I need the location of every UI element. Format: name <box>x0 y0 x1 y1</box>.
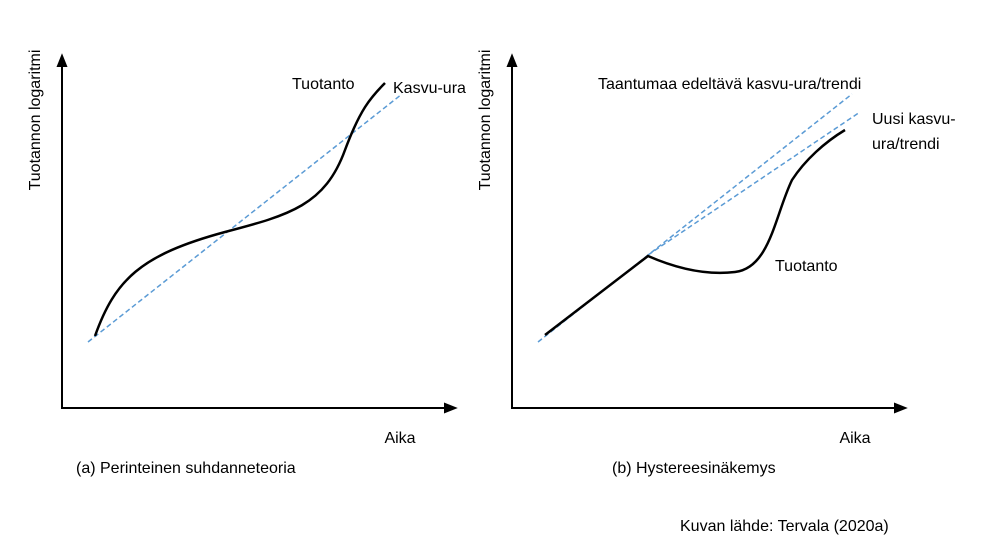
panel-b: Tuotannon logaritmi Aika Taantumaa edelt… <box>477 50 956 477</box>
source: Kuvan lähde: Tervala (2020a) <box>680 518 889 535</box>
trend-line <box>87 93 403 343</box>
x-label: Aika <box>384 430 415 447</box>
output-curve <box>93 82 386 337</box>
annotation: Tuotanto <box>775 258 838 275</box>
caption: (b) Hystereesinäkemys <box>612 460 776 477</box>
y-label: Tuotannon logaritmi <box>27 50 44 191</box>
annotation: ura/trendi <box>872 136 940 153</box>
caption: (a) Perinteinen suhdanneteoria <box>76 460 296 477</box>
x-label: Aika <box>839 430 870 447</box>
annotation: Kasvu-ura <box>393 80 466 97</box>
annotation: Taantumaa edeltävä kasvu-ura/trendi <box>598 76 861 93</box>
output-curve <box>544 128 846 336</box>
annotation: Tuotanto <box>292 76 355 93</box>
y-label: Tuotannon logaritmi <box>477 50 494 191</box>
panel-a: Tuotannon logaritmi Aika Tuotanto Kasvu-… <box>27 50 466 477</box>
new-trend-line <box>647 111 861 256</box>
annotation: Uusi kasvu- <box>872 111 956 128</box>
